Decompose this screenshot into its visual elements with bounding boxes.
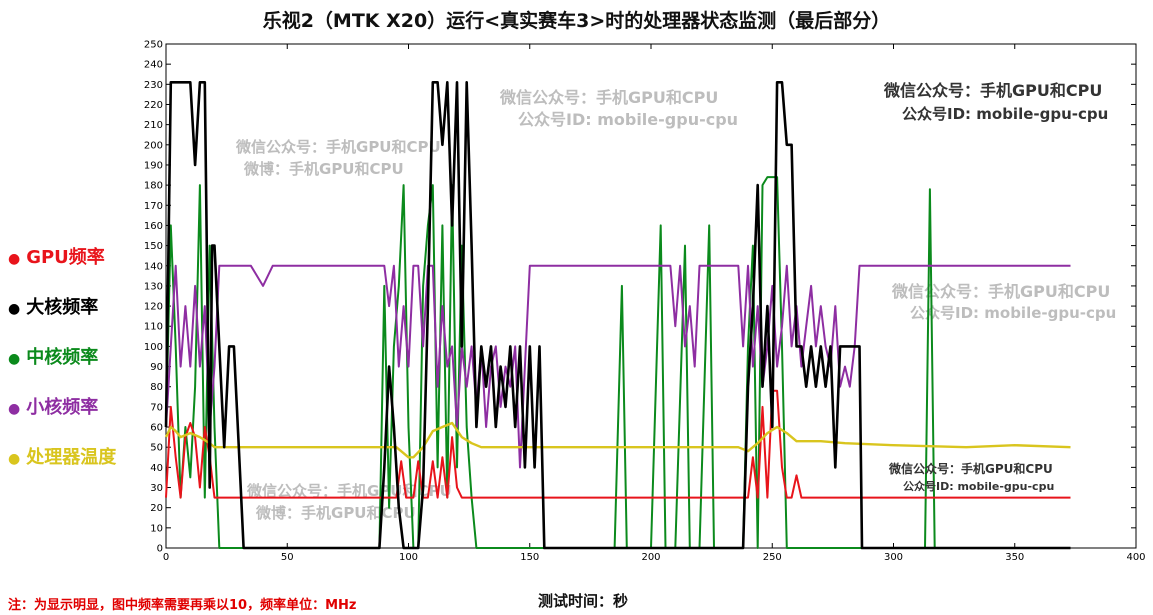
watermark-line: 微信公众号：手机GPU和CPU [499, 88, 718, 107]
series-line-3 [165, 264, 1071, 469]
series-line-2 [165, 176, 1071, 549]
y-tick-label: 220 [144, 100, 163, 111]
y-tick-label: 110 [144, 322, 163, 333]
y-tick-label: 250 [144, 40, 163, 51]
y-tick-label: 100 [144, 342, 163, 353]
x-tick-label: 300 [884, 552, 903, 563]
series-line-1 [164, 81, 1071, 550]
watermark-line: 微信公众号：手机GPU和CPU [883, 81, 1102, 100]
y-tick-label: 120 [144, 302, 163, 313]
watermark-line: 公众号ID: mobile-gpu-cpu [902, 105, 1108, 123]
y-tick-label: 0 [157, 544, 163, 555]
watermark-line: 微博：手机GPU和CPU [243, 160, 404, 178]
watermark-line: 微信公众号：手机GPU和CPU [235, 138, 441, 156]
y-tick-label: 180 [144, 181, 163, 192]
x-tick-label: 0 [163, 552, 169, 563]
legend-bullet-icon: ● [8, 251, 21, 267]
x-axis-label: 测试时间：秒 [538, 592, 629, 610]
y-tick-label: 60 [150, 423, 163, 434]
legend-bullet-icon: ● [8, 401, 21, 417]
x-tick-label: 350 [1005, 552, 1024, 563]
watermark-line: 公众号ID: mobile-gpu-cpu [903, 479, 1054, 493]
y-tick-label: 130 [144, 281, 163, 292]
legend-item-gpu: ● GPU频率 [8, 243, 105, 269]
watermark-line: 微信公众号：手机GPU和CPU [891, 282, 1110, 301]
chart-title: 乐视2（MTK X20）运行<真实赛车3>时的处理器状态监测（最后部分） [262, 10, 891, 32]
legend-label: 处理器温度 [26, 447, 117, 468]
y-tick-label: 170 [144, 201, 163, 212]
legend-item-big-core: ● 大核频率 [8, 293, 98, 319]
watermark-line: 微博：手机GPU和CPU [255, 504, 416, 522]
watermark-line: 公众号ID: mobile-gpu-cpu [910, 304, 1116, 322]
legend-item-little-core: ● 小核频率 [8, 393, 98, 419]
watermark-line: 微信公众号：手机GPU和CPU [246, 482, 452, 500]
y-tick-label: 30 [150, 483, 163, 494]
legend-label: GPU频率 [26, 247, 105, 268]
y-tick-label: 160 [144, 221, 163, 232]
x-tick-label: 200 [641, 552, 660, 563]
x-tick-label: 250 [763, 552, 782, 563]
watermark-line: 公众号ID: mobile-gpu-cpu [518, 110, 738, 129]
y-tick-label: 70 [150, 402, 163, 413]
legend-label: 大核频率 [26, 297, 99, 318]
legend-bullet-icon: ● [8, 451, 21, 467]
legend-item-temperature: ● 处理器温度 [8, 443, 116, 469]
y-tick-label: 210 [144, 120, 163, 131]
x-tick-label: 150 [520, 552, 539, 563]
x-tick-label: 50 [281, 552, 294, 563]
y-tick-label: 240 [144, 60, 163, 71]
y-tick-label: 50 [150, 443, 163, 454]
watermark-line: 微信公众号：手机GPU和CPU [888, 461, 1053, 476]
series-line-0 [165, 389, 1071, 499]
y-axis: 0 10 20 30 40 50 60 70 80 90 100 110 120 130 140 150 160… [144, 40, 1136, 555]
y-tick-label: 230 [144, 80, 163, 91]
y-tick-label: 80 [150, 382, 163, 393]
watermark-group: 微信公众号：手机GPU和CPU 公众号ID: mobile-gpu-cpu 微信… [235, 88, 1116, 522]
x-tick-label: 100 [399, 552, 418, 563]
legend-label: 中核频率 [26, 347, 99, 368]
x-tick-label: 400 [1126, 552, 1145, 563]
legend-item-mid-core: ● 中核频率 [8, 343, 98, 369]
y-tick-label: 40 [150, 463, 163, 474]
y-tick-label: 190 [144, 160, 163, 171]
legend-label: 小核频率 [26, 397, 99, 418]
footnote: 注：为显示明显，图中频率需要再乘以10，频率单位：MHz [8, 598, 357, 613]
y-tick-label: 200 [144, 140, 163, 151]
y-tick-label: 150 [144, 241, 163, 252]
y-tick-label: 140 [144, 261, 163, 272]
y-tick-label: 10 [150, 523, 163, 534]
legend-bullet-icon: ● [8, 301, 21, 317]
y-tick-label: 20 [150, 503, 163, 514]
y-tick-label: 90 [150, 362, 163, 373]
x-axis: 0 50 100 150 200 250 300 350 400 [163, 44, 1146, 563]
series-group [164, 81, 1071, 550]
legend-bullet-icon: ● [8, 351, 21, 367]
